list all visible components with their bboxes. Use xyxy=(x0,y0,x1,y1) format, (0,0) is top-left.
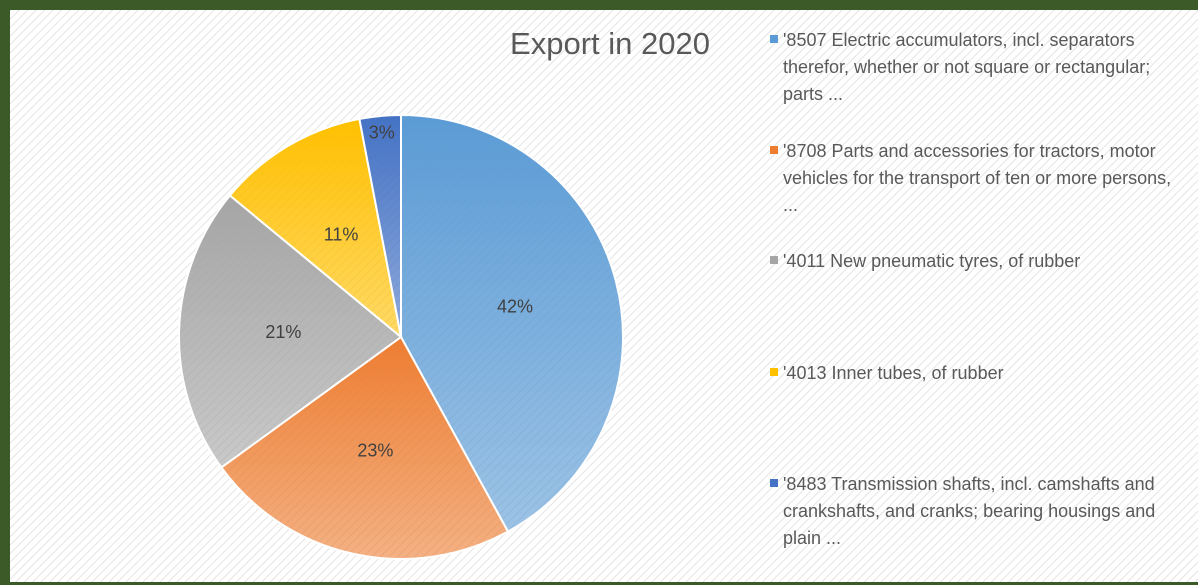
legend-swatch xyxy=(770,368,778,376)
legend-swatch xyxy=(770,35,778,43)
legend-label: '8507 Electric accumulators, incl. separ… xyxy=(783,30,1151,104)
legend-label: '8483 Transmission shafts, incl. camshaf… xyxy=(783,474,1156,548)
legend-label: '4011 New pneumatic tyres, of rubber xyxy=(783,251,1081,271)
data-label: 11% xyxy=(324,224,359,244)
pie-slice xyxy=(228,117,403,340)
legend-swatch xyxy=(770,256,778,264)
data-label: 21% xyxy=(265,322,301,342)
data-label: 3% xyxy=(369,122,395,142)
pie-slice xyxy=(178,194,403,469)
pie-slice xyxy=(358,113,402,338)
legend-label: '4013 Inner tubes, of rubber xyxy=(783,363,1004,383)
chart-title: Export in 2020 xyxy=(510,26,710,61)
pie-slice xyxy=(220,335,510,560)
data-label: 42% xyxy=(497,296,533,316)
data-label: 23% xyxy=(357,441,393,461)
legend-label: '8708 Parts and accessories for tractors… xyxy=(783,141,1172,215)
legend-swatch xyxy=(770,146,778,154)
chart: Export in 2020 42% 23% 21% 11% 3% xyxy=(10,10,1198,582)
pie-slice xyxy=(400,113,624,533)
legend-swatch xyxy=(770,479,778,487)
